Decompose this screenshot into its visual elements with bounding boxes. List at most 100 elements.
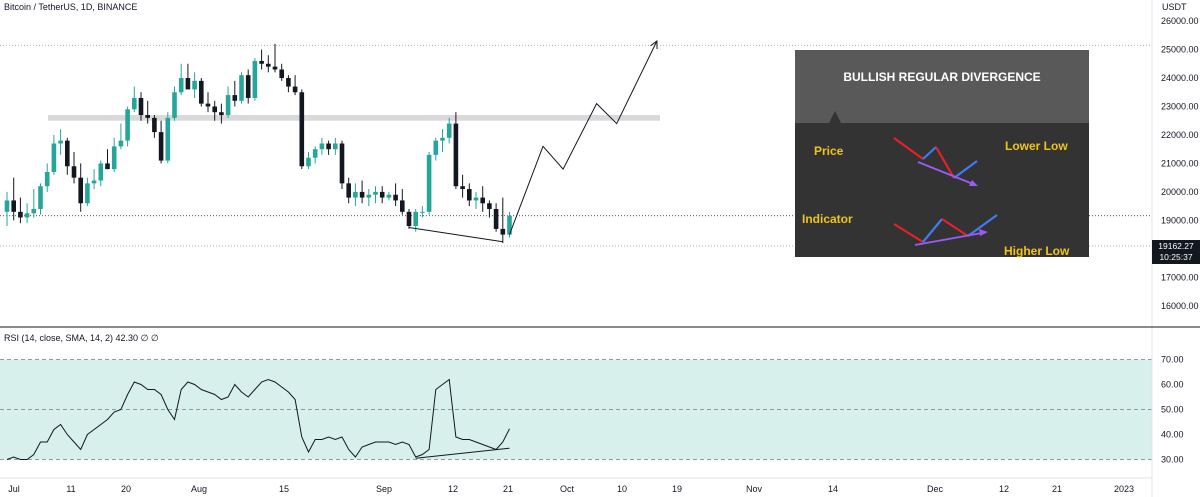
candle-body [453,123,459,187]
candle-body [132,97,137,110]
price-divergence-line [408,226,503,243]
candle-body [279,69,284,79]
rsi-legend[interactable]: RSI (14, close, SMA, 14, 2) 42.30 ∅ ∅ [4,333,159,343]
candle-body [225,95,231,116]
candle-body [393,194,398,201]
price-lower-low-arrow [917,161,974,185]
projection-path [509,40,658,235]
candle-body [440,137,445,141]
currency-label: USDT [1162,2,1187,12]
candle-body [252,60,258,98]
candle-body [353,191,358,198]
indicator-blue-line-1 [922,218,943,243]
time-tick-label: 20 [121,484,131,494]
candle-body [85,183,90,204]
candle-body [199,80,204,104]
rsi-line [6,378,510,460]
candle-body [98,163,104,181]
candle-body [4,200,10,212]
candle-body [38,186,43,209]
price-tick-label: 22000.00 [1161,130,1199,140]
time-tick-label: Nov [746,484,763,494]
resistance-zone [48,115,660,121]
indicator-higher-low-arrow [914,232,983,246]
price-tick-label: 20000.00 [1161,187,1199,197]
candle-body [333,143,338,150]
candle-body [487,203,492,209]
price-tick-label: 17000.00 [1161,272,1199,282]
time-tick-label: Dec [927,484,944,494]
candle-body [299,92,305,167]
candle-body [78,177,83,204]
candle-body [11,200,16,212]
price-tick-label: 23000.00 [1161,101,1199,111]
symbol-legend[interactable]: Bitcoin / TetherUS, 1D, BINANCE [4,2,138,12]
time-tick-label: Sep [376,484,392,494]
last-price-badge: 19162.27 10:25:37 [1152,240,1200,264]
time-tick-label: 2023 [1114,484,1134,494]
candle-body [71,166,77,178]
time-tick-label: 12 [448,484,458,494]
time-tick-label: 14 [828,484,838,494]
candle-body [373,191,378,195]
resistance-zone-layer [48,115,660,121]
indicator-blue-line-2 [967,214,998,237]
candle-body [379,191,385,198]
candle-body [245,75,251,98]
indicator-label: Indicator [802,212,853,226]
time-tick-label: 10 [617,484,627,494]
last-price-value: 19162.27 [1158,241,1194,251]
candle-body [232,95,238,101]
candle-body [406,211,412,227]
rsi-tick-label: 40.00 [1161,430,1184,440]
candle-body [312,149,318,158]
candle-body [118,140,124,147]
candle-body [420,211,425,213]
candle-body [31,208,37,214]
candle-body [239,75,244,101]
candle-body [172,92,177,118]
info-box-pointer [829,111,841,123]
price-red-line-2 [935,146,955,179]
indicator-red-line-2 [941,218,969,237]
time-tick-label: Aug [191,484,207,494]
candle-body [386,194,392,198]
price-red-line-1 [893,137,924,160]
time-tick-label: 21 [503,484,513,494]
price-tick-label: 16000.00 [1161,301,1199,311]
time-tick-label: 11 [66,484,75,494]
info-box-title: BULLISH REGULAR DIVERGENCE [843,70,1041,84]
price-tick-label: 19000.00 [1161,215,1199,225]
projection-arrowhead [650,40,658,50]
candle-body [346,183,351,198]
candles-layer [4,43,512,244]
rsi-tick-label: 50.00 [1161,405,1184,415]
candle-body [473,197,479,201]
candle-body [58,140,63,144]
candle-body [366,194,372,198]
candle-body [480,197,485,204]
candle-body [272,66,278,70]
candle-body [219,112,224,116]
divergence-info-box[interactable]: BULLISH REGULAR DIVERGENCE Price Lower L… [795,50,1089,258]
candle-body [212,106,217,113]
candle-body [413,211,418,227]
rsi-tick-label: 60.00 [1161,380,1184,390]
candle-body [145,115,150,118]
candle-body [91,180,97,184]
candle-body [205,103,211,107]
price-tick-label: 21000.00 [1161,158,1199,168]
time-tick-label: 15 [279,484,289,494]
candle-body [426,154,432,212]
rsi-tick-label: 70.00 [1161,355,1184,365]
price-blue-line-2 [953,160,978,179]
candle-body [400,200,405,212]
candle-body [165,117,171,161]
candle-body [105,163,110,170]
candle-body [339,143,345,184]
candle-body [24,213,30,218]
candle-body [266,63,271,67]
candle-body [292,86,298,93]
